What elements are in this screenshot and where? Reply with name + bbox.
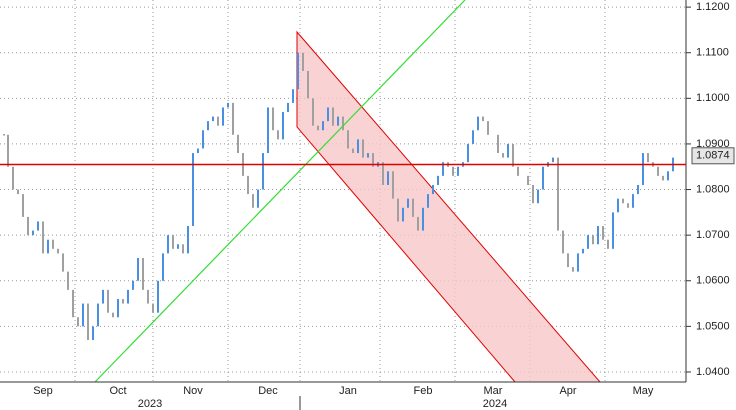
year-label: 2023	[138, 398, 162, 410]
x-tick-label: Jan	[339, 385, 357, 397]
y-tick-label: 1.1000	[696, 92, 730, 104]
x-tick-label: Sep	[33, 385, 53, 397]
y-tick-label: 1.0800	[696, 183, 730, 195]
y-tick-label: 1.1200	[696, 1, 730, 13]
y-tick-label: 1.0500	[696, 320, 730, 332]
x-tick-label: Feb	[414, 385, 433, 397]
y-tick-label: 1.0400	[696, 366, 730, 378]
bars	[3, 52, 674, 341]
x-tick-label: May	[633, 385, 654, 397]
y-tick-label: 1.0700	[696, 229, 730, 241]
x-tick-label: Nov	[183, 385, 203, 397]
last-price-label: 1.0874	[696, 150, 730, 162]
year-label: 2024	[483, 398, 507, 410]
x-tick-label: Mar	[484, 385, 503, 397]
y-tick-label: 1.0900	[696, 138, 730, 150]
x-tick-label: Dec	[258, 385, 278, 397]
y-tick-label: 1.0600	[696, 275, 730, 287]
x-tick-label: Oct	[109, 385, 126, 397]
last-price-box	[691, 147, 735, 165]
trend-line	[94, 0, 466, 383]
y-tick-label: 1.1100	[696, 47, 729, 59]
x-tick-label: Apr	[559, 385, 576, 397]
